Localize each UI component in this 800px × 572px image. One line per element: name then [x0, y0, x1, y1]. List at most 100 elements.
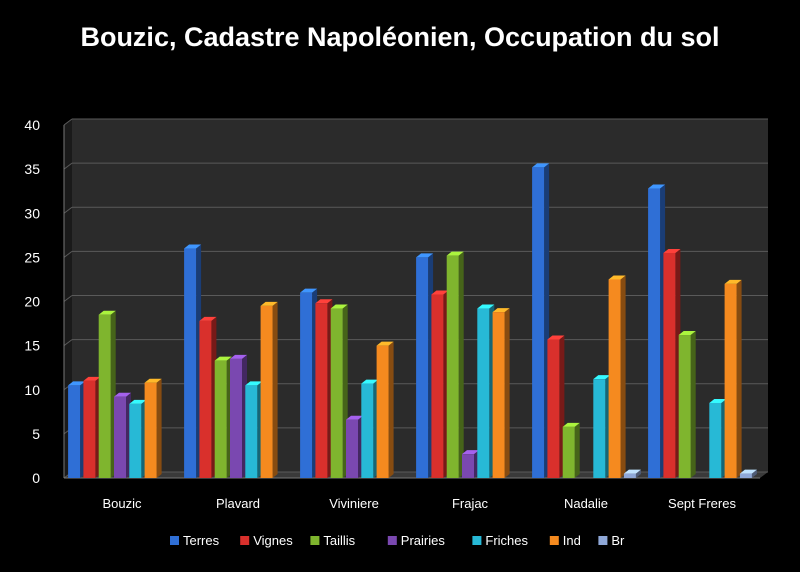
y-tick-label: 5	[32, 426, 40, 442]
bar-side-br	[635, 469, 641, 478]
bar-taillis	[98, 314, 111, 478]
bar-friches	[477, 308, 490, 478]
gridline-depth	[63, 250, 73, 258]
bar-vignes	[547, 339, 560, 478]
bar-top-br	[623, 469, 641, 474]
bar-top-terres	[648, 184, 666, 189]
bar-top-prairies	[114, 392, 131, 397]
bar-top-friches	[709, 398, 727, 403]
gridline-depth	[63, 295, 73, 302]
y-tick-label: 10	[24, 382, 40, 398]
legend-swatch-prairies	[387, 536, 397, 545]
x-tick-label: Bouzic	[102, 496, 142, 511]
bar-top-taillis	[98, 310, 116, 315]
bar-top-friches	[477, 304, 495, 309]
bar-top-ind	[608, 275, 626, 280]
bar-top-terres	[68, 381, 86, 386]
bar-ind	[260, 305, 273, 478]
y-tick-label: 40	[24, 117, 40, 133]
bar-side-ind	[272, 301, 278, 478]
bar-friches	[709, 402, 722, 478]
gridline-depth	[63, 162, 73, 170]
gridline-depth	[63, 339, 73, 347]
bar-top-br	[739, 469, 757, 474]
y-tick-label: 35	[24, 161, 40, 177]
bar-vignes	[431, 294, 444, 478]
bar-ind	[608, 279, 621, 478]
bar-vignes	[315, 303, 328, 478]
legend-swatch-friches	[472, 536, 482, 545]
bar-taillis	[330, 308, 343, 478]
bar-top-vignes	[315, 299, 333, 304]
legend-label-vignes: Vignes	[253, 533, 293, 548]
bar-terres	[300, 292, 313, 478]
bar-top-prairies	[230, 354, 247, 359]
bar-side-taillis	[458, 251, 464, 478]
gridline-depth	[63, 206, 73, 214]
bar-prairies	[230, 358, 242, 478]
bar-terres	[184, 248, 197, 478]
bar-side-ind	[620, 275, 626, 478]
y-tick-label: 20	[24, 294, 40, 310]
bar-top-ind	[724, 279, 742, 284]
bar-side-ind	[388, 341, 394, 478]
bar-top-taillis	[562, 422, 580, 427]
legend-label-friches: Friches	[485, 533, 528, 548]
bar-top-ind	[260, 301, 278, 306]
gridline-depth	[63, 118, 73, 126]
bar-top-vignes	[83, 376, 101, 381]
bar-top-vignes	[199, 316, 217, 321]
bar-ind	[376, 345, 389, 478]
bar-side-ind	[504, 308, 510, 478]
x-tick-label: Frajac	[452, 496, 489, 511]
bar-top-taillis	[446, 251, 464, 256]
bar-taillis	[446, 255, 459, 478]
bar-terres	[68, 385, 81, 478]
bar-terres	[532, 167, 545, 479]
bar-top-friches	[361, 379, 379, 384]
bar-top-ind	[492, 308, 510, 313]
legend-swatch-ind	[549, 536, 559, 545]
bar-taillis	[214, 360, 227, 478]
bar-terres	[416, 257, 429, 478]
bar-top-friches	[245, 381, 263, 386]
bar-terres	[648, 188, 661, 479]
bar-vignes	[83, 380, 96, 478]
legend-swatch-br	[598, 536, 608, 545]
bar-br	[739, 473, 752, 478]
bar-taillis	[678, 335, 691, 478]
y-tick-label: 25	[24, 249, 40, 265]
y-tick-label: 0	[32, 470, 40, 486]
bar-ind	[492, 312, 505, 478]
bar-friches	[593, 379, 606, 478]
bar-top-terres	[532, 163, 550, 168]
x-tick-label: Plavard	[216, 496, 260, 511]
legend-label-ind: Ind	[563, 533, 581, 548]
bar-side-taillis	[574, 422, 580, 478]
bar-top-friches	[129, 399, 147, 404]
legend-label-br: Br	[611, 533, 625, 548]
legend-label-prairies: Prairies	[401, 533, 446, 548]
bar-vignes	[199, 320, 212, 478]
bar-side-ind	[736, 279, 742, 478]
bar-prairies	[346, 419, 358, 478]
x-tick-label: Nadalie	[564, 496, 608, 511]
legend-swatch-terres	[170, 536, 179, 545]
bar-friches	[245, 385, 258, 478]
bar-br	[623, 473, 636, 478]
bar-top-taillis	[214, 356, 232, 361]
bar-vignes	[663, 252, 676, 478]
bar-side-taillis	[690, 331, 696, 478]
bar-ind	[724, 283, 737, 478]
bar-side-br	[751, 469, 757, 478]
bar-top-terres	[184, 244, 202, 249]
bar-top-vignes	[663, 248, 681, 253]
bar-top-ind	[144, 378, 162, 383]
bar-top-vignes	[431, 290, 449, 295]
bar-top-friches	[593, 375, 611, 380]
legend-label-terres: Terres	[183, 533, 220, 548]
legend-swatch-vignes	[240, 536, 250, 545]
y-tick-label: 30	[24, 205, 40, 221]
